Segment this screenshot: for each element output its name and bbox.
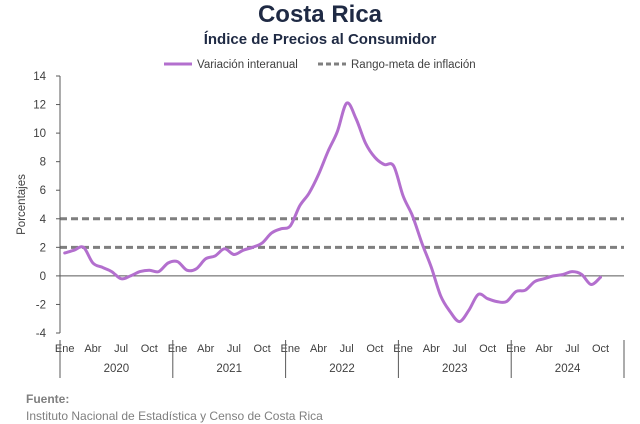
x-tick-label: Jul: [452, 343, 466, 355]
chart-subtitle: Índice de Precios al Consumidor: [203, 31, 437, 48]
legend-target-label: Rango-meta de inflación: [351, 59, 476, 71]
x-tick-label: Abr: [423, 343, 440, 355]
legend-series-label: Variación interanual: [197, 59, 298, 71]
x-tick-label: Ene: [393, 343, 413, 355]
y-tick-label: 2: [40, 242, 46, 254]
y-tick-label: 12: [33, 100, 46, 112]
x-tick-label: Abr: [536, 343, 553, 355]
y-axis-label: Porcentajes: [16, 174, 28, 235]
x-tick-label: Jul: [114, 343, 128, 355]
x-tick-label: Oct: [592, 343, 609, 355]
target-band: [60, 217, 624, 249]
y-tick-label: -2: [36, 299, 46, 311]
x-tick-label: Abr: [310, 343, 327, 355]
y-tick-label: 14: [33, 71, 46, 83]
x-tick-label: Abr: [84, 343, 101, 355]
series-line-variacion-interanual: [63, 101, 602, 324]
x-tick-label: Ene: [168, 343, 188, 355]
x-tick-label: Jul: [340, 343, 354, 355]
year-label: 2023: [442, 363, 468, 375]
year-label: 2020: [104, 363, 130, 375]
y-tick-label: 4: [40, 214, 47, 226]
year-label: 2021: [216, 363, 242, 375]
x-tick-label: Oct: [141, 343, 158, 355]
x-tick-label: Oct: [479, 343, 496, 355]
x-tick-label: Oct: [254, 343, 271, 355]
x-tick-label: Ene: [281, 343, 301, 355]
year-label: 2022: [329, 363, 355, 375]
y-tick-label: 8: [40, 157, 46, 169]
source-label: Fuente:: [26, 392, 70, 406]
x-tick-label: Ene: [55, 343, 75, 355]
chart-title: Costa Rica: [257, 1, 383, 28]
year-label: 2024: [555, 363, 581, 375]
source-text: Instituto Nacional de Estadística y Cens…: [26, 409, 323, 423]
x-tick-label: Jul: [565, 343, 579, 355]
y-tick-label: 0: [40, 271, 46, 283]
y-tick-label: 6: [40, 185, 46, 197]
legend: Variación interanual Rango-meta de inflac…: [164, 59, 476, 71]
x-tick-label: Oct: [366, 343, 383, 355]
x-tick-label: Abr: [197, 343, 214, 355]
y-axis: -4 -2 0 2 4 6 8 10 12 14 Porcentajes: [16, 71, 61, 340]
series: [63, 101, 602, 324]
x-tick-label: Jul: [227, 343, 241, 355]
x-tick-label: Ene: [506, 343, 526, 355]
y-tick-label: -4: [36, 328, 47, 340]
y-tick-label: 10: [33, 128, 46, 140]
x-axis: Ene Abr Jul Oct 2020 Ene Abr Jul Oct 2021 Ene Abr Ju…: [55, 275, 625, 378]
